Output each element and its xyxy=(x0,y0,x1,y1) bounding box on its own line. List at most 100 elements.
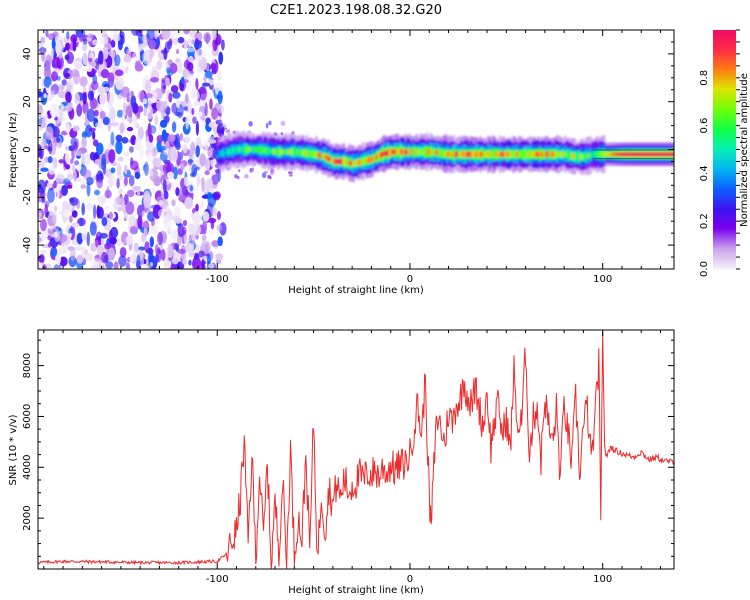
noise-speckle xyxy=(164,223,173,232)
ridge-cell xyxy=(290,148,293,156)
noise-speckle xyxy=(107,247,116,261)
noise-speckle xyxy=(132,115,139,128)
ridge-cell xyxy=(652,152,656,157)
colorbar-cell xyxy=(713,92,736,95)
ridge-cell xyxy=(436,150,440,156)
colorbar-cell xyxy=(713,211,736,215)
ridge-cell xyxy=(238,146,241,153)
ridge-cell xyxy=(251,146,255,153)
ridge-cell xyxy=(413,149,417,155)
colorbar-ticks: 0.0 0.2 0.4 0.6 0.8 xyxy=(699,29,740,277)
ridge-cell xyxy=(421,149,424,155)
ridge-cell xyxy=(446,151,450,158)
x-tick-label: 100 xyxy=(593,274,612,285)
noise-speckle xyxy=(121,109,126,124)
ridge-cell xyxy=(454,151,457,158)
noise-speckle xyxy=(211,240,220,247)
noise-speckle xyxy=(204,241,211,254)
ridge-cell xyxy=(367,156,371,164)
noise-speckle xyxy=(195,184,199,197)
noise-speckle xyxy=(57,117,63,124)
noise-speckle xyxy=(146,30,155,41)
noise-speckle xyxy=(137,246,146,251)
ridge-cell xyxy=(375,154,378,161)
noise-speckle xyxy=(270,168,275,175)
noise-speckle xyxy=(131,251,136,263)
noise-speckle xyxy=(217,211,221,220)
noise-speckle xyxy=(61,79,67,86)
ridge-cell xyxy=(571,153,575,160)
noise-speckle xyxy=(137,189,140,197)
snr-y-axis-label: SNR (10 * v/v) xyxy=(8,414,19,485)
ridge-cell xyxy=(645,152,648,157)
noise-speckle xyxy=(116,199,126,206)
noise-speckle xyxy=(107,72,115,83)
ridge-cell xyxy=(544,151,548,158)
noise-speckle xyxy=(221,39,225,51)
noise-speckle xyxy=(221,126,226,132)
noise-speckle xyxy=(204,70,213,79)
noise-speckle xyxy=(172,91,181,99)
noise-speckle xyxy=(238,169,241,172)
noise-speckle xyxy=(51,56,61,69)
noise-speckle xyxy=(84,252,94,262)
ridge-cell xyxy=(616,152,619,157)
noise-speckle xyxy=(76,103,83,117)
noise-speckle xyxy=(56,184,60,199)
noise-speckle xyxy=(251,167,254,173)
noise-speckle xyxy=(268,120,272,126)
noise-speckle xyxy=(105,261,114,269)
colorbar-cell xyxy=(713,151,736,155)
ridge-cell xyxy=(433,149,436,155)
colorbar-cell xyxy=(713,156,736,160)
noise-speckle xyxy=(58,159,65,164)
noise-speckle xyxy=(211,174,220,185)
ridge-cell xyxy=(304,150,307,156)
noise-speckle xyxy=(89,97,98,110)
noise-speckle xyxy=(199,143,204,149)
noise-speckle xyxy=(44,65,51,80)
noise-speckle xyxy=(134,63,144,72)
noise-speckle xyxy=(186,47,195,53)
ridge-cell xyxy=(598,151,602,157)
noise-speckle xyxy=(89,221,97,236)
noise-speckle xyxy=(43,76,52,88)
noise-speckle xyxy=(156,139,162,153)
noise-speckle xyxy=(38,179,46,194)
noise-speckle xyxy=(86,182,91,197)
ridge-cell xyxy=(467,151,471,158)
colorbar-cell xyxy=(713,113,736,117)
noise-speckle xyxy=(190,141,196,155)
noise-speckle xyxy=(58,233,68,243)
noise-speckle xyxy=(148,39,157,50)
noise-speckle xyxy=(171,121,177,133)
noise-speckle xyxy=(38,211,42,219)
ridge-cell xyxy=(431,149,434,156)
noise-speckle xyxy=(101,216,108,227)
noise-speckle xyxy=(143,107,147,117)
ridge-cell xyxy=(593,151,596,157)
ridge-cell xyxy=(267,147,270,155)
colorbar-cell xyxy=(713,190,736,193)
colorbar-cell xyxy=(713,257,736,260)
ridge-cell xyxy=(541,151,544,157)
noise-speckle xyxy=(98,50,104,65)
noise-speckle xyxy=(175,98,181,109)
ridge-cell xyxy=(647,152,650,157)
noise-speckle xyxy=(211,107,219,120)
colorbar-cell xyxy=(713,56,736,60)
noise-speckle xyxy=(184,135,191,144)
colorbar-cell xyxy=(713,89,736,93)
ridge-cell xyxy=(404,149,407,155)
noise-speckle xyxy=(45,30,49,38)
ridge-cell xyxy=(392,149,396,155)
noise-speckle xyxy=(137,43,143,52)
ridge-cell xyxy=(583,154,586,160)
colorbar-cell xyxy=(713,242,736,246)
ridge-cell xyxy=(423,149,426,155)
colorbar-cell xyxy=(713,118,736,122)
noise-speckle xyxy=(93,109,99,117)
ridge-cell xyxy=(390,149,394,155)
noise-speckle xyxy=(66,173,74,181)
colorbar-cell xyxy=(713,204,736,208)
